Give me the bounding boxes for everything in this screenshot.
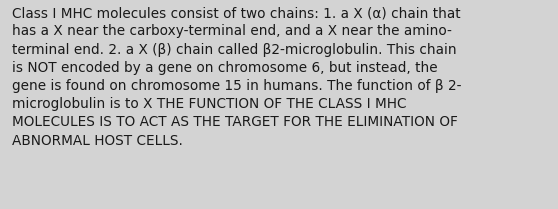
Text: Class I MHC molecules consist of two chains: 1. a X (α) chain that
has a X near : Class I MHC molecules consist of two cha… [12,6,462,148]
